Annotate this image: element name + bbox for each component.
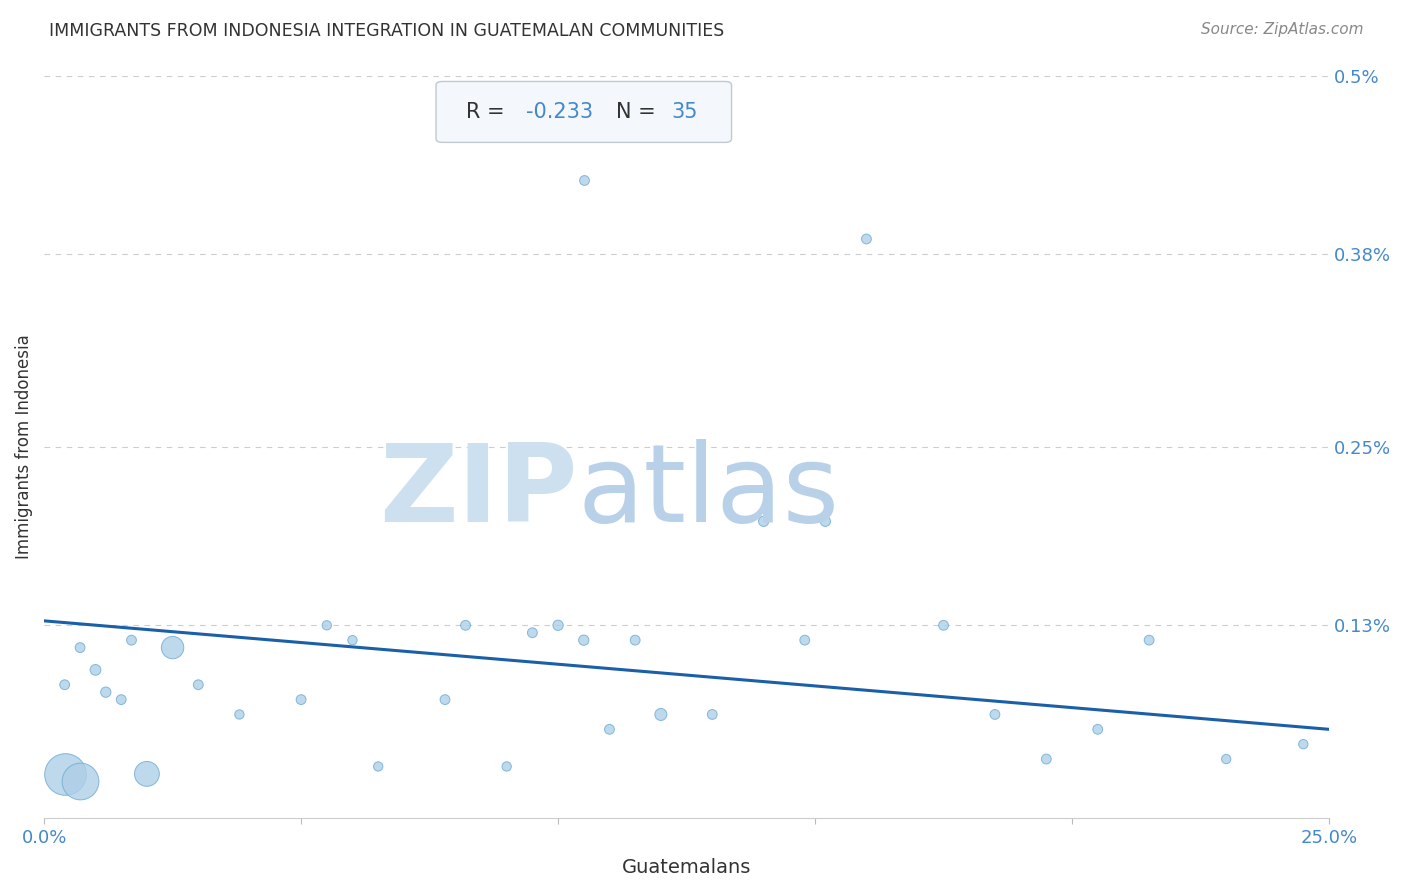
- Point: [572, 633, 595, 648]
- Point: [94, 685, 117, 699]
- Point: [932, 618, 955, 632]
- FancyBboxPatch shape: [436, 81, 731, 143]
- Point: [69, 774, 91, 789]
- Point: [572, 172, 595, 186]
- Text: IMMIGRANTS FROM INDONESIA INTEGRATION IN GUATEMALAN COMMUNITIES: IMMIGRANTS FROM INDONESIA INTEGRATION IN…: [49, 22, 724, 40]
- Text: R =: R =: [465, 102, 510, 122]
- Text: -0.233: -0.233: [526, 102, 593, 122]
- Point: [1137, 633, 1160, 648]
- Point: [454, 618, 477, 632]
- Point: [650, 707, 672, 722]
- Point: [53, 678, 76, 692]
- Point: [1292, 737, 1315, 751]
- Point: [1087, 723, 1109, 737]
- Point: [187, 678, 209, 692]
- Point: [793, 633, 815, 648]
- Text: ZIP: ZIP: [378, 439, 578, 545]
- Point: [624, 633, 647, 648]
- Point: [984, 707, 1007, 722]
- Point: [495, 759, 517, 773]
- Point: [342, 633, 364, 648]
- Point: [1215, 752, 1237, 766]
- Point: [162, 640, 184, 655]
- Point: [598, 723, 620, 737]
- Point: [702, 707, 724, 722]
- Point: [84, 663, 107, 677]
- Text: Source: ZipAtlas.com: Source: ZipAtlas.com: [1201, 22, 1364, 37]
- Point: [290, 692, 312, 706]
- Point: [135, 767, 157, 781]
- Text: 35: 35: [671, 102, 697, 122]
- Text: N =: N =: [616, 102, 662, 122]
- Point: [434, 692, 457, 706]
- Point: [121, 633, 143, 648]
- Point: [855, 232, 877, 246]
- Point: [522, 625, 544, 640]
- Point: [814, 514, 837, 528]
- Text: atlas: atlas: [578, 439, 839, 545]
- Point: [547, 618, 569, 632]
- Point: [1035, 752, 1057, 766]
- Y-axis label: Immigrants from Indonesia: Immigrants from Indonesia: [15, 334, 32, 559]
- Point: [69, 640, 91, 655]
- Point: [315, 618, 337, 632]
- Point: [110, 692, 132, 706]
- Point: [367, 759, 389, 773]
- Point: [228, 707, 250, 722]
- X-axis label: Guatemalans: Guatemalans: [621, 858, 751, 877]
- Point: [752, 514, 775, 528]
- Point: [53, 767, 76, 781]
